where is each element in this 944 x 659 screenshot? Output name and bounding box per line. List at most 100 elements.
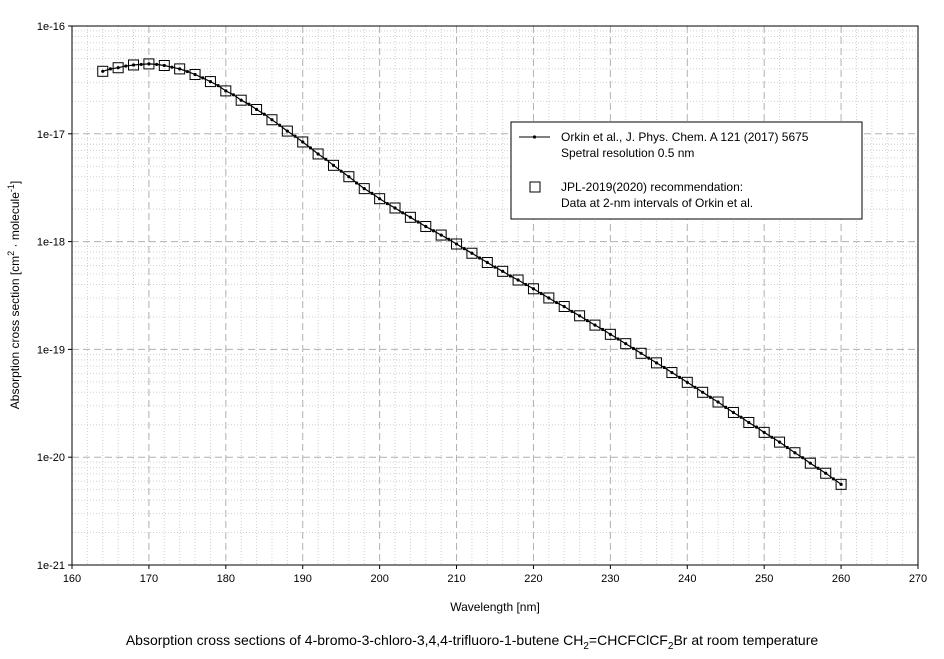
series-orkin-point	[293, 134, 297, 138]
legend-line-dot	[532, 135, 537, 139]
series-jpl-point	[128, 59, 140, 71]
series-jpl-point	[420, 221, 432, 233]
series-jpl-point	[681, 376, 693, 388]
x-tick-label: 160	[63, 573, 81, 585]
series-orkin-point	[262, 112, 266, 116]
series-orkin-point	[616, 337, 620, 341]
series-jpl-point	[281, 125, 293, 137]
series-orkin-point	[424, 224, 428, 229]
series-jpl-point	[727, 406, 739, 418]
series-orkin-point	[308, 146, 313, 150]
series-orkin-point	[224, 89, 228, 93]
x-tick-label: 250	[755, 573, 773, 585]
series-orkin-point	[639, 351, 643, 355]
series-orkin-point	[793, 451, 797, 455]
series-jpl-point	[358, 183, 370, 195]
series-orkin-point	[347, 175, 351, 179]
series-orkin-point	[431, 229, 436, 233]
series-jpl-point	[266, 114, 278, 126]
grid	[72, 26, 918, 565]
series-orkin-point	[155, 62, 159, 67]
series-orkin-point	[754, 425, 759, 429]
series-jpl-point	[666, 367, 678, 379]
series-orkin-point	[462, 247, 466, 251]
x-tick-label: 260	[832, 573, 850, 585]
series-orkin-point	[116, 66, 120, 70]
x-tick-label: 230	[601, 573, 619, 585]
series-jpl-point	[374, 193, 386, 205]
series-orkin-point	[531, 287, 536, 291]
series-orkin-point	[516, 278, 520, 282]
series-jpl-point	[697, 386, 709, 398]
series-orkin-point	[831, 477, 836, 481]
series-jpl-point	[389, 202, 401, 214]
series-orkin-point	[208, 79, 213, 84]
series-orkin-point	[677, 375, 682, 379]
series-orkin-point	[185, 69, 189, 74]
series-orkin-point	[270, 118, 274, 122]
series-orkin-point	[585, 318, 589, 323]
series-orkin-point	[301, 140, 305, 144]
series-orkin-point	[554, 300, 559, 305]
series-orkin-point	[370, 191, 374, 195]
series-orkin-point	[501, 269, 505, 273]
series-orkin-point	[693, 385, 697, 389]
caption-part-1: Absorption cross sections of 4-bromo-3-c…	[125, 632, 584, 648]
series-orkin-point	[508, 274, 512, 278]
series-orkin-point	[816, 466, 820, 470]
x-tick-label: 240	[678, 573, 696, 585]
legend-series-2-label: JPL-2019(2020) recommendation:	[561, 180, 743, 194]
y-label-part-1: Absorption cross section [cm	[8, 256, 22, 409]
y-tick-label: 1e-16	[37, 21, 65, 33]
series-orkin-point	[216, 83, 220, 88]
series-jpl-point	[651, 357, 663, 369]
legend-series-1-label: Orkin et al., J. Phys. Chem. A 121 (2017…	[561, 130, 809, 144]
series-orkin-point	[762, 430, 766, 434]
series-orkin-point	[724, 405, 728, 409]
x-tick-label: 180	[217, 573, 235, 585]
series-orkin-point	[178, 67, 182, 71]
series-orkin-point	[254, 107, 259, 112]
y-tick-label: 1e-21	[37, 560, 65, 572]
series-orkin-point	[777, 440, 782, 444]
series-jpl-point	[543, 292, 555, 304]
series-jpl-point	[343, 171, 355, 183]
series-orkin-point	[524, 282, 528, 287]
series-orkin-line	[101, 62, 843, 486]
series-jpl-point	[758, 426, 770, 438]
series-orkin-point	[801, 456, 805, 460]
series-orkin-point	[447, 237, 451, 241]
series-orkin-point	[539, 291, 543, 296]
series-jpl-point	[620, 338, 632, 350]
series-orkin-point	[601, 327, 605, 332]
x-axis-ticks: 160 170 180 190 200 210 220 230 240 250 260 270	[63, 565, 927, 585]
series-jpl-point	[789, 447, 801, 459]
series-jpl-point	[435, 229, 447, 241]
series-orkin-point	[716, 400, 720, 404]
series-orkin-point	[685, 380, 689, 384]
series-orkin-point	[108, 67, 113, 71]
series-orkin-point	[593, 323, 597, 327]
series-orkin-point	[416, 220, 420, 224]
series-orkin-point	[770, 435, 774, 439]
y-tick-label: 1e-18	[37, 237, 65, 249]
legend-square-symbol	[529, 181, 541, 193]
series-orkin-point	[393, 206, 397, 210]
series-jpl-point	[204, 76, 216, 88]
caption-sub-1: 2	[583, 640, 589, 652]
legend-series-1-sublabel: Spetral resolution 0.5 nm	[561, 146, 694, 160]
legend-series-2-sublabel: Data at 2-nm intervals of Orkin et al.	[561, 196, 753, 210]
series-jpl-point	[174, 63, 186, 75]
series-jpl-point	[835, 478, 847, 490]
series-jpl-point	[481, 256, 493, 268]
y-tick-label: 1e-17	[37, 129, 65, 141]
series-orkin-point	[285, 129, 289, 133]
series-orkin-point	[670, 370, 674, 375]
series-jpl-point	[712, 396, 724, 408]
series-orkin-point	[385, 202, 389, 206]
series-orkin-point	[354, 181, 359, 185]
series-orkin-point	[608, 332, 612, 336]
series-jpl-point	[466, 247, 478, 259]
x-tick-label: 210	[447, 573, 465, 585]
series-jpl-point	[589, 319, 601, 331]
